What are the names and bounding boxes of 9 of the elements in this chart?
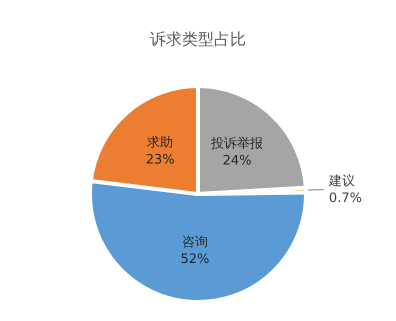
data-label: 0.7% bbox=[328, 190, 362, 206]
data-label: 52% bbox=[180, 252, 210, 267]
slice-label: 求助 bbox=[147, 135, 174, 150]
slice-label: 咨询 bbox=[182, 234, 208, 250]
data-label: 24% bbox=[222, 154, 252, 169]
data-label: 23% bbox=[146, 152, 175, 168]
slice-label: 投诉举报 bbox=[210, 136, 264, 152]
chart-title: 诉求类型占比 bbox=[150, 30, 246, 48]
slice-label: 建议 bbox=[328, 174, 355, 189]
